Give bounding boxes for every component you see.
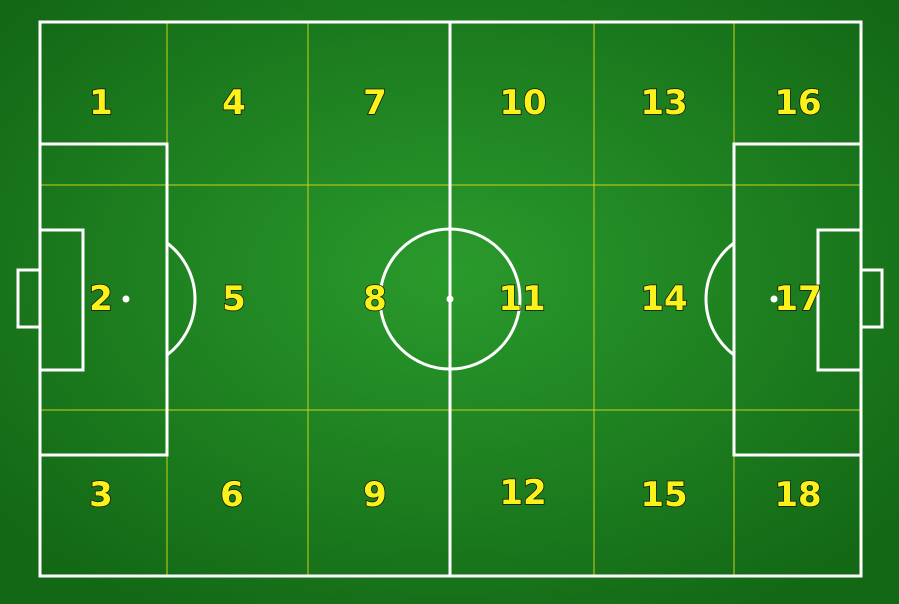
zone-label: 4 (222, 83, 246, 123)
zone-label: 16 (774, 83, 821, 123)
zone-label: 1 (89, 83, 113, 123)
zone-label: 7 (363, 83, 387, 123)
right-penalty-arc (704, 241, 735, 357)
center-spot (446, 295, 454, 303)
right-penalty-spot (770, 295, 778, 303)
right-goal (859, 268, 884, 329)
left-goal (16, 268, 42, 329)
zone-label: 17 (774, 279, 821, 319)
zone-label: 18 (774, 475, 821, 515)
zone-label: 8 (363, 279, 387, 319)
zone-label: 12 (499, 473, 546, 513)
left-penalty-arc (166, 241, 197, 357)
zone-label: 14 (640, 279, 687, 319)
zone-label: 6 (220, 475, 244, 515)
zone-label: 2 (89, 279, 113, 319)
zone-label: 5 (222, 279, 246, 319)
zone-label: 3 (89, 475, 113, 515)
zone-label: 13 (640, 83, 687, 123)
zone-label: 9 (363, 475, 387, 515)
center-circle (378, 227, 522, 371)
pitch-markings (16, 20, 884, 578)
left-penalty-spot (122, 295, 130, 303)
zone-label: 15 (640, 475, 687, 515)
pitch-spots (122, 295, 778, 303)
zone-label: 10 (499, 83, 546, 123)
zone-label: 11 (498, 279, 545, 319)
zone-labels: 1 2 3 4 5 6 7 8 9 10 11 12 13 14 15 16 1… (88, 82, 822, 516)
